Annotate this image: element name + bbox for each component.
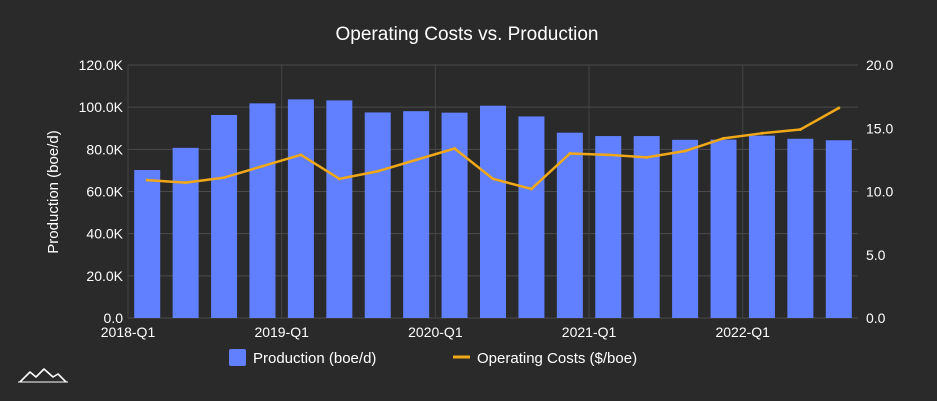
y-right-tick-label: 0.0 [866, 310, 886, 326]
line-point-operating-costs [529, 187, 533, 191]
y-left-tick-label: 0.0 [104, 310, 124, 326]
line-point-operating-costs [376, 169, 380, 173]
x-tick-label: 2018-Q1 [101, 324, 156, 340]
line-point-operating-costs [491, 177, 495, 181]
line-point-operating-costs [568, 152, 572, 156]
bar-production [710, 139, 737, 318]
line-point-operating-costs [837, 106, 841, 110]
x-tick-label: 2020-Q1 [408, 324, 463, 340]
legend[interactable]: Production (boe/d) Operating Costs ($/bo… [229, 349, 637, 367]
y-left-tick-label: 120.0K [79, 57, 124, 73]
y-right-tick-label: 20.0 [866, 57, 893, 73]
legend-production-label: Production (boe/d) [253, 350, 376, 367]
y-left-tick-label: 60.0K [86, 184, 123, 200]
bar-production [249, 103, 276, 318]
line-series [145, 106, 841, 191]
line-point-operating-costs [722, 136, 726, 140]
chart-title: Operating Costs vs. Production [336, 24, 599, 45]
bar-production [326, 100, 353, 318]
line-point-operating-costs [414, 158, 418, 162]
bar-production [441, 112, 468, 318]
line-point-operating-costs [683, 149, 687, 153]
bar-series [134, 99, 852, 319]
y-axis-label-left: Production (boe/d) [45, 130, 62, 253]
bar-production [595, 136, 622, 318]
left-axis-ticks: 0.0 20.0K 40.0K 60.0K 80.0K 100.0K 120.0K [79, 57, 124, 326]
bar-production [134, 169, 161, 318]
line-point-operating-costs [299, 153, 303, 157]
bar-production [211, 114, 238, 318]
bar-production [556, 132, 583, 318]
legend-cost-label: Operating Costs ($/boe) [477, 350, 637, 367]
bar-production [364, 112, 391, 318]
mountain-logo-icon [18, 368, 68, 383]
bar-production [287, 99, 314, 318]
line-point-operating-costs [453, 146, 457, 150]
line-point-operating-costs [260, 164, 264, 168]
line-point-operating-costs [645, 155, 649, 159]
line-point-operating-costs [145, 178, 149, 182]
legend-production-swatch [229, 349, 246, 366]
line-point-operating-costs [798, 128, 802, 132]
bar-production [825, 140, 852, 318]
bar-production [787, 138, 814, 318]
bar-production [672, 139, 699, 318]
bar-production [480, 105, 506, 319]
y-left-tick-label: 20.0K [86, 268, 123, 284]
bar-production [518, 116, 545, 319]
line-point-operating-costs [184, 181, 188, 185]
y-left-tick-label: 40.0K [86, 226, 123, 242]
y-right-tick-label: 15.0 [866, 120, 893, 136]
y-right-tick-label: 10.0 [866, 184, 893, 200]
y-left-tick-label: 100.0K [79, 99, 124, 115]
x-axis-ticks: 2018-Q1 2019-Q1 2020-Q1 2021-Q1 2022-Q1 [101, 324, 770, 340]
bar-production [633, 136, 660, 318]
bar-production [748, 135, 775, 318]
x-tick-label: 2022-Q1 [715, 324, 770, 340]
line-point-operating-costs [222, 176, 226, 180]
y-left-tick-label: 80.0K [86, 141, 123, 157]
line-point-operating-costs [337, 177, 341, 181]
line-point-operating-costs [606, 153, 610, 157]
y-right-tick-label: 5.0 [866, 247, 886, 263]
bar-production [403, 111, 430, 318]
line-point-operating-costs [760, 131, 764, 135]
right-axis-ticks: 0.0 5.0 10.0 15.0 20.0 [866, 57, 893, 326]
x-tick-label: 2021-Q1 [562, 324, 617, 340]
bar-production [172, 147, 199, 318]
x-tick-label: 2019-Q1 [254, 324, 309, 340]
